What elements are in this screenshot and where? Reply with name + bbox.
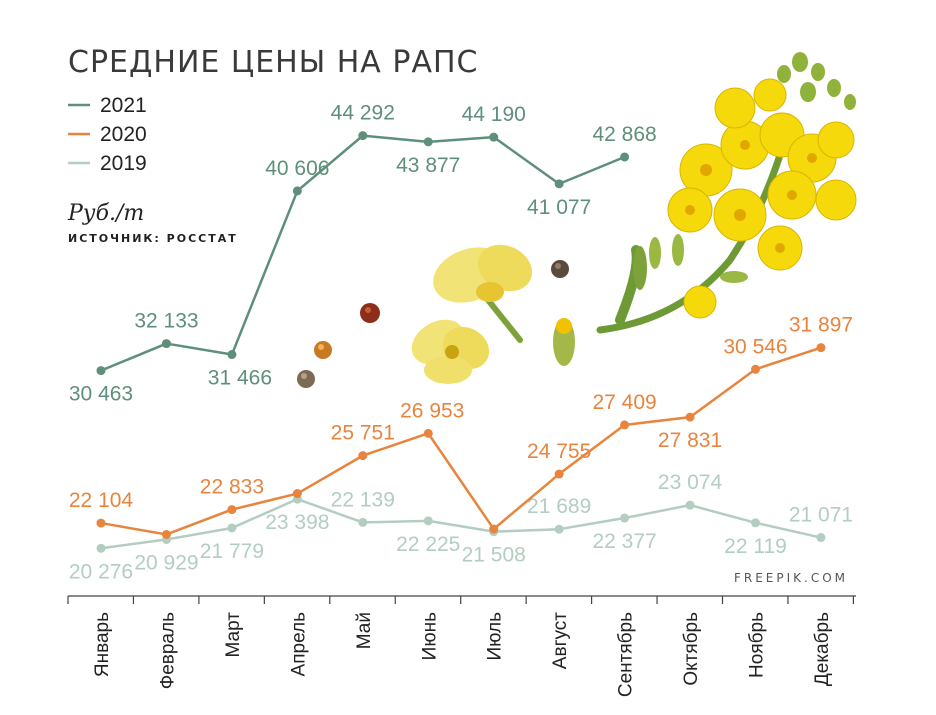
- data-label-2020: 31 897: [789, 314, 853, 337]
- legend-label: 2020: [100, 123, 147, 146]
- data-label-2021: 42 868: [592, 123, 656, 146]
- data-label-2019: 22 225: [396, 533, 460, 556]
- series-line-2021: [100, 134, 626, 372]
- data-label-2019: 23 074: [658, 471, 723, 494]
- data-point-2019: [358, 517, 368, 527]
- data-point-2019: [751, 518, 760, 528]
- month-label: Июнь: [419, 612, 440, 660]
- data-label-2021: 44 190: [462, 103, 526, 126]
- data-point-2021: [489, 132, 499, 142]
- data-point-2021: [358, 131, 368, 141]
- data-point-2020: [292, 489, 302, 499]
- data-point-2019: [227, 523, 237, 533]
- data-point-2020: [816, 343, 826, 353]
- data-label-2019: 23 398: [265, 511, 329, 534]
- rapeseed-illustration: [297, 52, 857, 388]
- data-point-2019: [96, 543, 106, 553]
- data-point-2020: [96, 518, 106, 528]
- data-label-2020: 25 751: [331, 422, 395, 445]
- data-point-2021: [554, 179, 564, 189]
- month-label: Апрель: [288, 612, 309, 677]
- series-line-2020: [100, 346, 822, 536]
- data-label-2020: 26 953: [400, 399, 464, 422]
- data-label-2019: 22 377: [592, 530, 656, 553]
- data-label-2019: 20 929: [134, 551, 198, 574]
- month-label: Август: [550, 612, 571, 669]
- series-2021: 30 463 32 133 31 466 40 606 44 292 43 877 44 1…: [69, 102, 657, 406]
- month-label: Июль: [485, 612, 506, 661]
- data-label-2019: 20 276: [69, 560, 133, 583]
- data-point-2020: [227, 505, 237, 515]
- series-line-2019: [100, 497, 822, 550]
- data-point-2021: [292, 186, 302, 196]
- data-point-2021: [423, 137, 433, 147]
- data-point-2020: [751, 364, 760, 374]
- data-label-2019: 21 508: [462, 544, 526, 567]
- data-label-2020: 30 546: [723, 335, 787, 358]
- month-label: Ноябрь: [747, 612, 768, 678]
- data-point-2020: [620, 420, 630, 430]
- data-point-2020: [685, 412, 695, 422]
- data-label-2020: 22 104: [69, 489, 134, 512]
- data-label-2019: 21 689: [527, 495, 591, 518]
- data-point-2019: [816, 533, 826, 543]
- data-label-2021: 30 463: [69, 383, 133, 406]
- chart-title: СРЕДНИЕ ЦЕНЫ НА РАПС: [68, 45, 478, 80]
- month-label: Декабрь: [812, 612, 833, 686]
- unit-label: Руб./т: [67, 201, 144, 226]
- data-label-2019: 21 071: [789, 504, 853, 527]
- month-label: Май: [354, 612, 375, 649]
- data-point-2021: [620, 152, 630, 162]
- month-label: Февраль: [157, 612, 178, 689]
- month-label: Сентябрь: [616, 612, 637, 697]
- credit-label: FREEPIK.COM: [734, 571, 848, 585]
- data-label-2020: 27 409: [592, 391, 656, 414]
- data-label-2021: 31 466: [208, 367, 272, 390]
- legend-label: 2019: [100, 152, 147, 175]
- data-label-2019: 21 779: [200, 540, 264, 563]
- data-label-2021: 32 133: [134, 310, 198, 333]
- month-label: Март: [223, 612, 244, 658]
- data-point-2019: [423, 516, 433, 526]
- x-axis-ticks: [67, 596, 855, 604]
- data-label-2021: 40 606: [265, 157, 329, 180]
- data-point-2020: [358, 451, 368, 461]
- data-label-2020: 27 831: [658, 429, 722, 452]
- legend-label: 2021: [100, 94, 147, 117]
- data-label-2021: 44 292: [331, 102, 395, 125]
- data-point-2020: [161, 529, 171, 539]
- data-label-2020: 24 755: [527, 440, 591, 463]
- data-point-2019: [554, 524, 564, 534]
- data-label-2021: 41 077: [527, 196, 591, 219]
- data-point-2019: [620, 513, 630, 523]
- data-point-2021: [96, 366, 106, 376]
- month-label: Октябрь: [681, 612, 702, 686]
- data-label-2020: 22 833: [200, 476, 264, 499]
- data-label-2019: 22 119: [724, 535, 787, 558]
- data-point-2020: [489, 524, 499, 534]
- x-axis-labels: Январь Февраль Март Апрель Май Июнь Июль Август…: [92, 612, 833, 697]
- data-label-2021: 43 877: [396, 154, 460, 177]
- data-point-2020: [554, 469, 564, 479]
- legend: 2021 2020 2019: [68, 94, 147, 175]
- data-point-2019: [685, 500, 695, 510]
- data-point-2021: [161, 339, 171, 349]
- data-label-2019: 22 139: [331, 488, 395, 511]
- month-label: Январь: [92, 612, 113, 677]
- data-point-2020: [423, 428, 433, 438]
- data-point-2021: [227, 350, 237, 360]
- source-label: ИСТОЧНИК: РОССТАТ: [68, 232, 238, 245]
